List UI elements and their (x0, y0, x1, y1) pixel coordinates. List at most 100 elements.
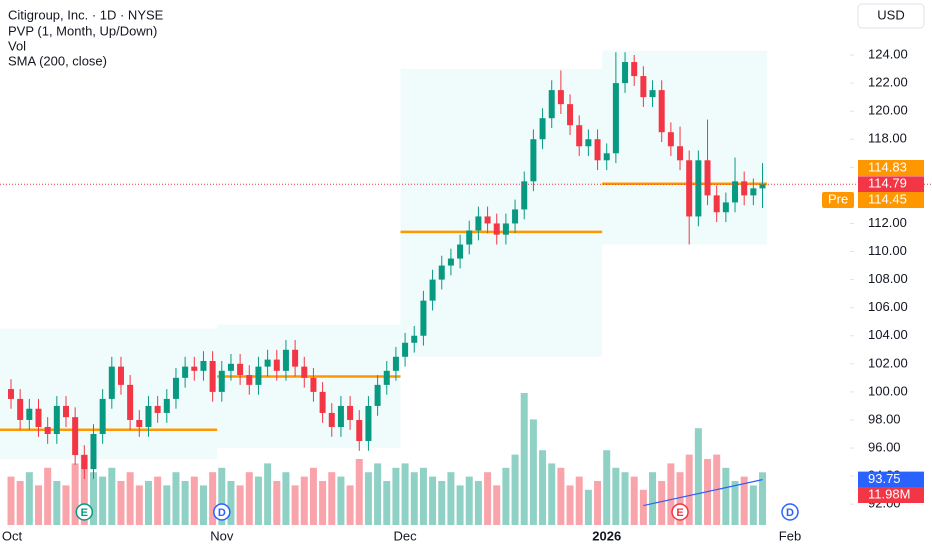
y-tick-label: 98.00 (868, 411, 901, 426)
candle-body (640, 76, 647, 98)
candle-body (658, 90, 665, 133)
last-price-label-box (858, 176, 924, 193)
candle-body (310, 377, 317, 392)
volume-bar (291, 485, 299, 525)
volume-bar (621, 472, 629, 525)
volume-bar (584, 489, 592, 525)
candle-body (90, 433, 97, 470)
x-tick-label: Oct (2, 528, 23, 543)
volume-bar (401, 463, 409, 525)
event-label: E (81, 507, 88, 519)
candle-body (200, 361, 207, 371)
volume-bar (319, 481, 327, 525)
candle-body (447, 258, 454, 266)
volume-bar (199, 485, 207, 525)
volume-bar (99, 476, 107, 525)
candle-body (218, 370, 225, 392)
candle-body (521, 181, 528, 210)
volume-bar (282, 472, 290, 525)
volume-bar (309, 467, 317, 525)
volume-bar (575, 476, 583, 525)
volume-bar (740, 476, 748, 525)
volume-bar (126, 472, 134, 525)
volume-bar (630, 476, 638, 525)
candle-body (649, 90, 656, 98)
volume-bar (135, 485, 143, 525)
volume-bar (465, 476, 473, 525)
candle-body (117, 366, 124, 385)
volume-bar (62, 485, 70, 525)
sma-price-label: 93.75 (868, 471, 901, 486)
volume-label: 11.98M (868, 486, 910, 501)
candle-body (301, 366, 308, 378)
candle-body (530, 139, 537, 182)
volume-bar (759, 472, 767, 525)
poc-price-label: 114.83 (868, 159, 907, 174)
volume-bar (383, 481, 391, 525)
volume-bar (548, 463, 556, 525)
currency[interactable]: USD (877, 7, 904, 22)
profile-range (217, 324, 401, 449)
volume-bar (676, 472, 684, 525)
volume-bar (731, 481, 739, 525)
candle-body (585, 139, 592, 147)
candle-body (548, 90, 555, 119)
candle-body (7, 389, 14, 399)
volume-bar (80, 454, 88, 525)
volume-bar (410, 472, 418, 525)
x-tick-label: Nov (210, 528, 234, 543)
y-tick-label: 102.00 (868, 355, 908, 370)
premarket-price-label: 114.45 (868, 191, 907, 206)
candle-body (145, 405, 152, 427)
candle-body (356, 419, 363, 442)
volume-bar (300, 476, 308, 525)
volume-bar (502, 467, 510, 525)
volume-bar (539, 450, 547, 525)
volume-bar (328, 472, 336, 525)
currency-button[interactable] (857, 3, 925, 29)
event-marker (213, 503, 231, 521)
volume-bar (218, 467, 226, 525)
volume-bar (337, 476, 345, 525)
candle-body (411, 335, 418, 343)
volume-bar (419, 467, 427, 525)
volume-bar (154, 476, 162, 525)
volume-bar (447, 472, 455, 525)
volume-bar (108, 467, 116, 525)
volume-bar (71, 463, 79, 525)
event-marker (671, 503, 689, 521)
poc-price-label-box (858, 160, 924, 176)
candle-body (438, 265, 445, 280)
candle-body (704, 160, 711, 196)
volume-bar (34, 485, 42, 525)
volume-bar (557, 467, 565, 525)
last-price-label: 114.79 (868, 176, 907, 191)
event-label: E (676, 507, 683, 519)
premarket-tag: Pre (828, 191, 848, 206)
candle-body (154, 405, 161, 413)
candle-body (594, 139, 601, 161)
y-tick-label: 100.00 (868, 383, 908, 398)
candle-body (172, 377, 179, 399)
candle-body (383, 370, 390, 385)
volume-bar (117, 481, 125, 525)
candle-body (246, 375, 253, 385)
candle-body (631, 62, 638, 77)
x-tick-label: 2026 (592, 528, 621, 543)
candle-body (81, 455, 88, 470)
y-tick-label: 104.00 (868, 327, 908, 342)
candle-body (713, 195, 720, 213)
volume-bar (749, 485, 757, 525)
volume-bar (685, 454, 693, 525)
y-tick-label: 106.00 (868, 299, 908, 314)
candle-body (182, 366, 189, 378)
volume-bar (144, 481, 152, 525)
candle-body (136, 419, 143, 427)
candle-body (539, 118, 546, 140)
volume-bar (612, 467, 620, 525)
candle-body (502, 223, 509, 235)
volume-bar (438, 481, 446, 525)
candle-body (741, 181, 748, 196)
profile-range (0, 328, 218, 460)
y-tick-label: 120.00 (868, 103, 908, 118)
